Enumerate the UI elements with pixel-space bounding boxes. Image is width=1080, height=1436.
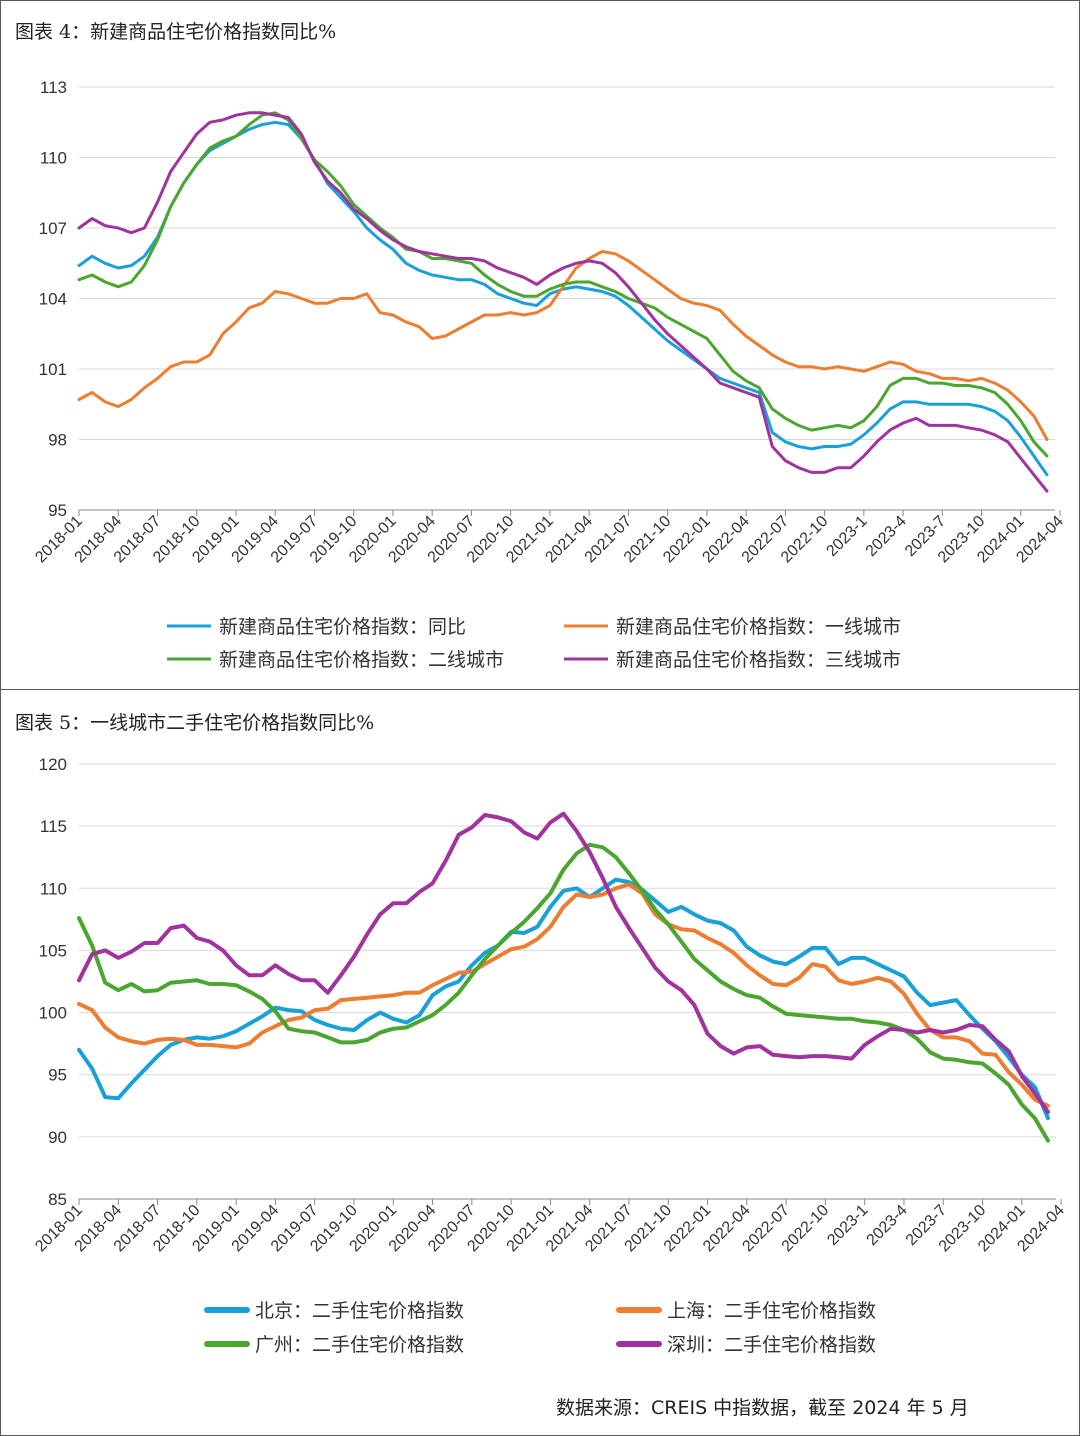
- legend-label: 新建商品住宅价格指数：同比: [219, 616, 466, 638]
- legend-label: 新建商品住宅价格指数：一线城市: [616, 616, 901, 638]
- y-tick-label: 110: [40, 149, 67, 168]
- x-tick-label: 2023-4: [863, 513, 910, 560]
- chart-canvas: 8590951001051101151202018-012018-042018-…: [32, 755, 1068, 1356]
- series-line: [77, 111, 1049, 458]
- series-line: [77, 877, 1050, 1121]
- y-tick-label: 110: [40, 879, 67, 898]
- y-tick-label: 107: [39, 219, 67, 238]
- y-tick-label: 120: [39, 755, 67, 774]
- y-tick-label: 113: [40, 78, 67, 97]
- chart-panel-resale-housing: 图表 5：一线城市二手住宅价格指数同比% 85 90 95 100 105 110 115 1…: [0, 689, 1080, 1436]
- source-note: 数据来源：CREIS 中指数据，截至 2024 年 5 月: [556, 1397, 969, 1419]
- series-line: [77, 250, 1049, 441]
- y-tick-label: 101: [39, 360, 67, 379]
- y-tick-label: 95: [48, 1066, 67, 1085]
- y-tick-label: 115: [40, 817, 67, 836]
- chart-canvas: 95981011041071101132018-012018-042018-07…: [32, 78, 1067, 671]
- legend-label: 新建商品住宅价格指数：三线城市: [616, 649, 901, 671]
- series-line: [77, 811, 1050, 1114]
- chart-title: 图表 5：一线城市二手住宅价格指数同比%: [15, 712, 375, 734]
- y-tick-label: 100: [39, 1004, 67, 1023]
- series-line: [77, 111, 1049, 493]
- y-tick-label: 85: [48, 1190, 67, 1209]
- legend-label: 新建商品住宅价格指数：二线城市: [219, 649, 504, 671]
- legend-label: 北京：二手住宅价格指数: [255, 1300, 464, 1322]
- x-tick-label: 2023-4: [864, 1202, 911, 1249]
- y-tick-label: 90: [48, 1128, 67, 1147]
- series-line: [77, 842, 1050, 1143]
- y-tick-label: 104: [39, 290, 67, 309]
- legend-label: 深圳：二手住宅价格指数: [667, 1334, 876, 1356]
- x-tick-label: 2023-1: [823, 513, 870, 560]
- legend-label: 广州：二手住宅价格指数: [255, 1334, 464, 1356]
- chart-panel-new-housing: 图表 4：新建商品住宅价格指数同比% 95 98 101 104 107 110 113 20…: [0, 0, 1080, 690]
- series-line: [77, 882, 1050, 1108]
- chart-title: 图表 4：新建商品住宅价格指数同比%: [15, 21, 337, 43]
- y-tick-label: 95: [48, 501, 67, 520]
- x-tick-label: 2023-1: [824, 1202, 871, 1249]
- legend-label: 上海：二手住宅价格指数: [667, 1300, 876, 1322]
- y-tick-label: 98: [48, 431, 67, 450]
- y-tick-label: 105: [39, 941, 67, 960]
